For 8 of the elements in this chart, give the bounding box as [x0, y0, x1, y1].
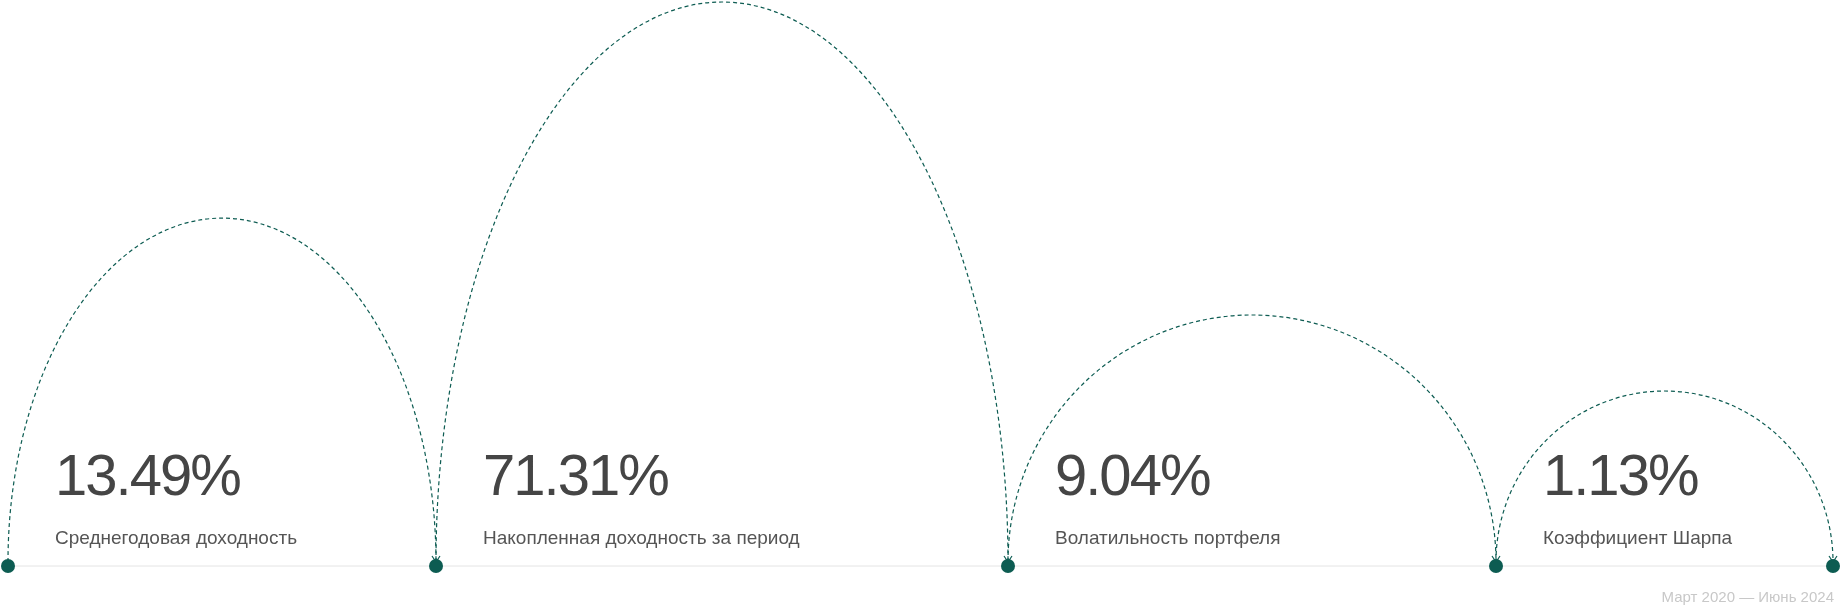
data-label: 9.04%	[1055, 441, 1210, 509]
data-label: 71.31%	[483, 441, 668, 509]
category-label: Накопленная доходность за период	[483, 526, 800, 550]
category-label: Среднегодовая доходность	[55, 526, 298, 550]
data-label: 1.13%	[1543, 441, 1698, 509]
category-label: Волатильность портфеля	[1055, 526, 1281, 550]
data-label: 13.49%	[55, 441, 240, 509]
category-label: Коэффициент Шарпа	[1543, 526, 1733, 550]
